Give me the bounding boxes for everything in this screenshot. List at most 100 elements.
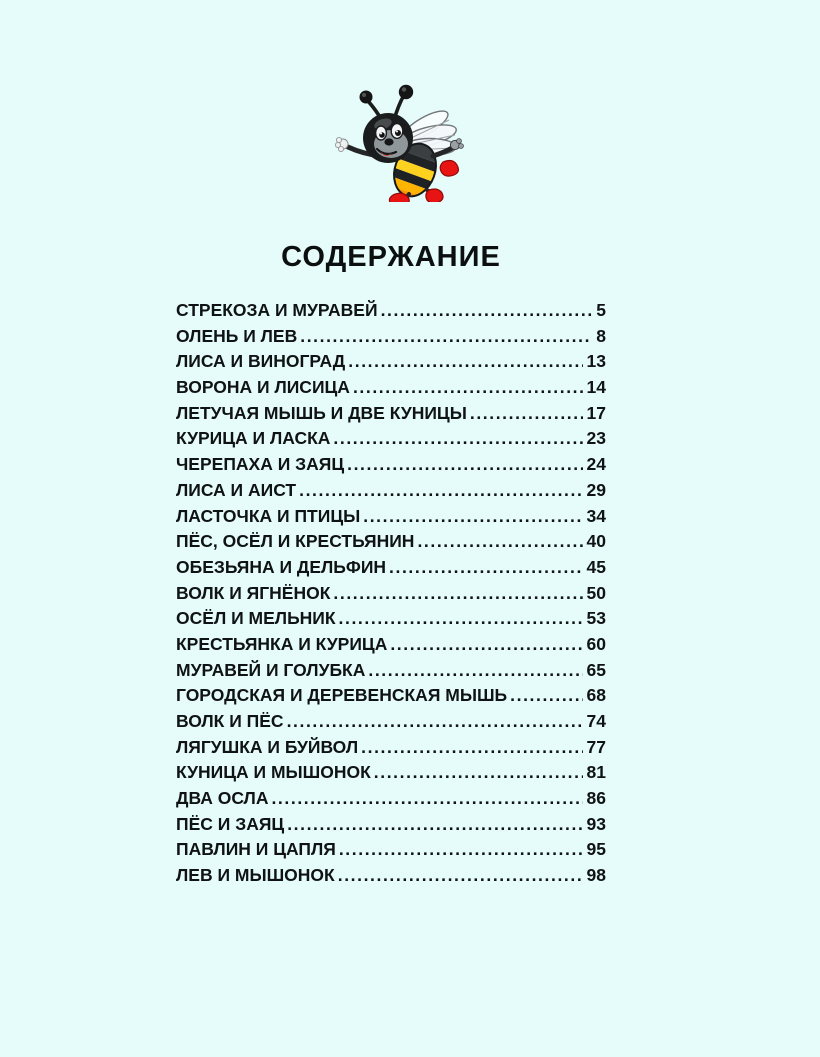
toc-entry-title: ОСЁЛ И МЕЛЬНИК	[176, 608, 336, 629]
toc-entry-page-number: 77	[586, 736, 606, 757]
dot-leader	[271, 786, 582, 812]
toc-entry-title: ВОРОНА И ЛИСИЦА	[176, 377, 350, 398]
dot-leader	[363, 504, 582, 530]
table-of-contents: СТРЕКОЗА И МУРАВЕЙ 5 ОЛЕНЬ И ЛЕВ 8 ЛИСА …	[176, 298, 606, 889]
toc-entry-page-number: 81	[586, 762, 606, 783]
toc-entry: ДВА ОСЛА 86	[176, 786, 606, 812]
dot-leader	[348, 349, 582, 375]
toc-entry-page-number: 14	[586, 377, 606, 398]
toc-entry-title: ОЛЕНЬ И ЛЕВ	[176, 325, 298, 346]
toc-entry: ГОРОДСКАЯ И ДЕРЕВЕНСКАЯ МЫШЬ 68	[176, 683, 606, 709]
toc-entry-page-number: 65	[586, 659, 606, 680]
toc-entry: ЛИСА И ВИНОГРАД 13	[176, 349, 606, 375]
dot-leader	[339, 606, 583, 632]
toc-entry: ВОЛК И ЯГНЁНОК 50	[176, 581, 606, 607]
content-column: СОДЕРЖАНИЕ СТРЕКОЗА И МУРАВЕЙ 5 ОЛЕНЬ И …	[176, 0, 606, 889]
page-title: СОДЕРЖАНИЕ	[281, 241, 501, 273]
toc-entry-title: ПАВЛИН И ЦАПЛЯ	[176, 839, 336, 860]
toc-entry-page-number: 98	[586, 865, 606, 886]
toc-entry-page-number: 34	[586, 505, 606, 526]
dot-leader	[353, 375, 583, 401]
dot-leader	[368, 658, 582, 684]
dot-leader	[390, 632, 582, 658]
bee-right-hand	[449, 138, 464, 151]
toc-entry: ЛИСА И АИСТ 29	[176, 478, 606, 504]
toc-entry: ОСЁЛ И МЕЛЬНИК 53	[176, 606, 606, 632]
toc-entry-title: КУРИЦА И ЛАСКА	[176, 428, 331, 449]
dot-leader	[381, 298, 593, 324]
dot-leader	[361, 735, 582, 761]
dot-leader	[338, 863, 583, 889]
dot-leader	[287, 812, 582, 838]
toc-entry-page-number: 45	[586, 556, 606, 577]
dot-leader	[389, 555, 582, 581]
toc-entry-title: ЛИСА И АИСТ	[176, 479, 297, 500]
toc-entry-title: ПЁС И ЗАЯЦ	[176, 813, 285, 834]
toc-entry-title: ЛЕВ И МЫШОНОК	[176, 865, 335, 886]
toc-entry-title: ДВА ОСЛА	[176, 788, 269, 809]
toc-entry-page-number: 95	[586, 839, 606, 860]
toc-entry-title: ВОЛК И ЯГНЁНОК	[176, 582, 331, 603]
toc-entry: МУРАВЕЙ И ГОЛУБКА 65	[176, 658, 606, 684]
toc-entry-page-number: 53	[586, 608, 606, 629]
toc-entry-page-number: 50	[586, 582, 606, 603]
toc-entry-page-number: 23	[586, 428, 606, 449]
toc-entry-page-number: 74	[586, 711, 606, 731]
toc-entry-title: ВОЛК И ПЁС	[176, 711, 284, 731]
toc-entry: СТРЕКОЗА И МУРАВЕЙ 5	[176, 298, 606, 324]
toc-entry-page-number: 68	[586, 685, 606, 706]
toc-entry-title: КУНИЦА И МЫШОНОК	[176, 762, 371, 783]
toc-entry: ВОРОНА И ЛИСИЦА 14	[176, 375, 606, 401]
toc-entry-title: МУРАВЕЙ И ГОЛУБКА	[176, 659, 366, 680]
dot-leader	[299, 478, 582, 504]
toc-entry-page-number: 40	[586, 531, 606, 552]
dot-leader	[287, 709, 583, 735]
dot-leader	[333, 581, 582, 607]
toc-entry: ЛЯГУШКА И БУЙВОЛ 77	[176, 735, 606, 761]
toc-entry-title: ЛЕТУЧАЯ МЫШЬ И ДВЕ КУНИЦЫ	[176, 402, 467, 423]
toc-entry: ЛЕВ И МЫШОНОК 98	[176, 863, 606, 889]
dot-leader	[300, 324, 592, 350]
toc-entry-page-number: 17	[586, 402, 606, 423]
toc-entry: ЧЕРЕПАХА И ЗАЯЦ 24	[176, 452, 606, 478]
dot-leader	[333, 426, 582, 452]
toc-entry-page-number: 29	[586, 479, 606, 500]
dot-leader	[347, 452, 582, 478]
toc-entry-title: ОБЕЗЬЯНА И ДЕЛЬФИН	[176, 556, 387, 577]
toc-entry-title: ЛИСА И ВИНОГРАД	[176, 351, 346, 372]
toc-entry-title: ГОРОДСКАЯ И ДЕРЕВЕНСКАЯ МЫШЬ	[176, 685, 508, 706]
toc-entry: ЛЕТУЧАЯ МЫШЬ И ДВЕ КУНИЦЫ 17	[176, 401, 606, 427]
toc-entry: ВОЛК И ПЁС 74	[176, 709, 606, 735]
toc-entry-title: ЛЯГУШКА И БУЙВОЛ	[176, 736, 359, 757]
toc-entry-page-number: 13	[586, 351, 606, 372]
toc-entry: ПЁС И ЗАЯЦ 93	[176, 812, 606, 838]
toc-entry-page-number: 8	[596, 325, 606, 346]
dot-leader	[470, 401, 583, 427]
toc-entry-page-number: 86	[586, 788, 606, 809]
toc-entry: ЛАСТОЧКА И ПТИЦЫ 34	[176, 504, 606, 530]
bee-illustration	[176, 0, 606, 202]
toc-entry-page-number: 93	[586, 813, 606, 834]
dot-leader	[339, 837, 583, 863]
dot-leader	[417, 529, 582, 555]
toc-entry: ОЛЕНЬ И ЛЕВ 8	[176, 324, 606, 350]
toc-entry: ОБЕЗЬЯНА И ДЕЛЬФИН 45	[176, 555, 606, 581]
toc-entry: КРЕСТЬЯНКА И КУРИЦА 60	[176, 632, 606, 658]
toc-entry: КУНИЦА И МЫШОНОК 81	[176, 760, 606, 786]
toc-entry-page-number: 24	[586, 454, 606, 475]
bee-left-hand	[335, 137, 349, 153]
toc-entry-page-number: 60	[586, 633, 606, 654]
toc-entry-title: ПЁС, ОСЁЛ И КРЕСТЬЯНИН	[176, 531, 415, 552]
toc-entry: КУРИЦА И ЛАСКА 23	[176, 426, 606, 452]
bee-icon	[335, 84, 464, 202]
toc-entry-title: ЧЕРЕПАХА И ЗАЯЦ	[176, 454, 345, 475]
toc-entry-title: ЛАСТОЧКА И ПТИЦЫ	[176, 505, 361, 526]
toc-entry: ПАВЛИН И ЦАПЛЯ 95	[176, 837, 606, 863]
toc-entry-page-number: 5	[596, 300, 606, 320]
toc-entry-title: КРЕСТЬЯНКА И КУРИЦА	[176, 633, 388, 654]
toc-entry-title: СТРЕКОЗА И МУРАВЕЙ	[176, 300, 378, 320]
dot-leader	[510, 683, 582, 709]
toc-entry: ПЁС, ОСЁЛ И КРЕСТЬЯНИН 40	[176, 529, 606, 555]
dot-leader	[374, 760, 583, 786]
